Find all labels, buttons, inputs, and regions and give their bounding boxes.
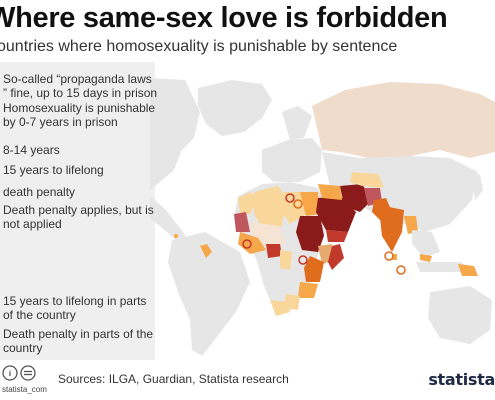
land-europe (262, 138, 322, 182)
country-sudan (296, 216, 324, 252)
land-indonesia (416, 262, 466, 272)
marker-qatar (298, 255, 308, 265)
legend-item-death-penalty-parts: Death penalty in parts of the country (3, 327, 154, 355)
statista-logo[interactable]: statista (428, 370, 495, 389)
country-guyana (200, 244, 212, 258)
country-yemen (326, 230, 348, 242)
land-australia (428, 286, 492, 344)
land-central-america (150, 196, 186, 240)
marker-nigeria (242, 239, 252, 249)
country-west-africa (238, 232, 266, 254)
nd-icon (20, 365, 36, 381)
legend-item-lifelong-parts: 15 years to lifelong in parts of the cou… (3, 294, 147, 322)
country-malaysia (420, 254, 432, 262)
country-nigeria (266, 244, 282, 258)
country-russia (312, 82, 495, 162)
country-bangladesh-myanmar (404, 216, 418, 234)
marker-gaza (285, 193, 295, 203)
country-cameroon (280, 250, 292, 270)
land-scandinavia (282, 106, 312, 140)
land-south-america (168, 232, 250, 356)
statista-handle[interactable]: statista_com (2, 385, 47, 394)
country-iraq-syria (318, 184, 342, 200)
country-iran (340, 184, 372, 212)
marker-aceh (384, 251, 394, 261)
country-tanzania (298, 282, 318, 298)
country-south-africa-region (270, 300, 290, 316)
country-papua-new-guinea (458, 264, 478, 276)
land-north-america (150, 78, 200, 190)
land-greenland (198, 80, 272, 136)
cc-icon (2, 365, 18, 381)
country-central-asia (350, 172, 384, 188)
map-subtitle: ountries where homosexuality is punishab… (0, 38, 398, 55)
legend-item-death-penalty: death penalty (3, 185, 76, 199)
land-japan (472, 174, 483, 200)
country-caribbean (174, 234, 178, 238)
marker-indonesia (396, 265, 406, 275)
country-somalia (328, 244, 344, 270)
legend-panel (0, 62, 155, 360)
country-morocco (238, 192, 258, 214)
country-mauritania (234, 212, 250, 232)
land-asia (322, 152, 478, 232)
marker-gulf (293, 199, 303, 209)
sources-note: Sources: ILGA, Guardian, Statista resear… (58, 372, 289, 386)
svg-text:i: i (9, 370, 11, 378)
legend-item-propaganda: So-called “propaganda laws ” fine, up to… (3, 72, 158, 100)
country-uganda-kenya (304, 256, 324, 282)
legend-item-15-years-lifelong: 15 years to lifelong (3, 163, 104, 177)
legend-item-death-penalty-not-applied: Death penalty applies, but is not applie… (3, 203, 154, 231)
country-algeria (254, 186, 286, 228)
legend-item-8-14-years: 8-14 years (3, 143, 60, 157)
country-zambia (284, 294, 300, 310)
legend-item-0-7-years: Homosexuality is punishable by 0-7 years… (3, 101, 156, 129)
map-title: Where same-sex love is forbidden (0, 2, 448, 34)
land-southeast-asia (412, 230, 440, 258)
creative-commons-icons: i (2, 365, 36, 381)
country-egypt (300, 192, 320, 216)
country-india (380, 206, 404, 252)
